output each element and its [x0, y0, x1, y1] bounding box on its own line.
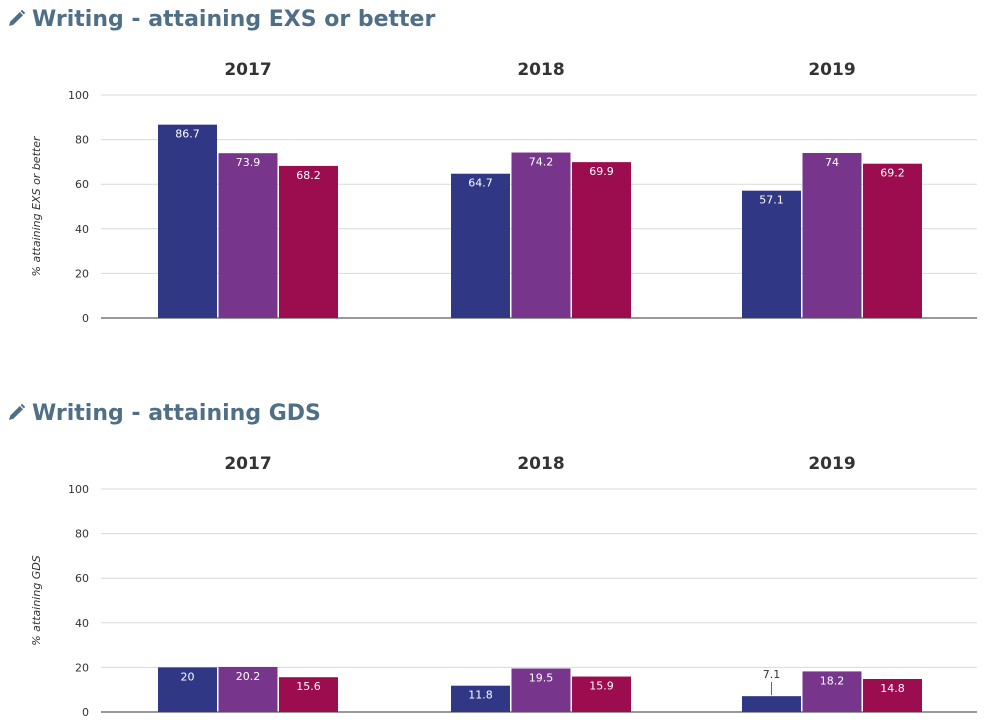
data-label: 7.1 [763, 668, 781, 681]
section-heading-exs: Writing - attaining EXS or better [6, 4, 435, 34]
category-title: 2018 [517, 60, 564, 80]
data-label: 15.6 [296, 680, 321, 693]
pencil-icon [9, 9, 26, 26]
bar [511, 668, 571, 712]
y-tick-label: 20 [75, 661, 89, 674]
category-title: 2017 [224, 60, 271, 80]
data-label: 73.9 [236, 156, 261, 169]
data-label: 20 [181, 670, 195, 683]
bar-chart-gds: 0 20 40 60 80 100 % attaining GDS 2017 20 20.2 15.… [30, 454, 977, 719]
data-label: 19.5 [529, 672, 554, 685]
category-title: 2019 [808, 60, 855, 80]
data-label: 18.2 [820, 674, 845, 687]
y-axis-label: % attaining GDS [30, 555, 43, 646]
bar-chart-exs: 0 20 40 60 80 100 % attaining EXS or better 201… [30, 60, 977, 325]
data-label: 11.8 [468, 689, 493, 702]
data-label: 57.1 [759, 194, 784, 207]
category-title: 2019 [808, 454, 855, 474]
y-tick-label: 60 [75, 572, 89, 585]
bar [451, 173, 510, 318]
bar [572, 162, 631, 318]
bar [802, 152, 862, 318]
bar [742, 696, 801, 712]
bar [863, 163, 922, 318]
bar [511, 152, 571, 318]
bar [158, 124, 217, 318]
data-label: 86.7 [175, 128, 200, 141]
bar [218, 153, 278, 318]
bar [279, 165, 338, 318]
y-tick-label: 20 [75, 267, 89, 280]
section-title-gds: Writing - attaining GDS [32, 400, 321, 426]
bar [742, 190, 801, 318]
data-label: 74 [825, 156, 839, 169]
section-title-exs: Writing - attaining EXS or better [32, 6, 436, 32]
data-label: 74.2 [529, 156, 554, 169]
y-tick-label: 40 [75, 617, 89, 630]
category-title: 2018 [517, 454, 564, 474]
chart-section-gds: Writing - attaining GDS 0 20 40 60 80 100 % at… [0, 394, 988, 728]
y-tick-label: 80 [75, 134, 89, 147]
chart-section-exs: Writing - attaining EXS or better 0 20 40 6… [6, 4, 977, 325]
pencil-icon [9, 403, 26, 420]
y-tick-label: 0 [82, 312, 89, 325]
data-label: 68.2 [296, 169, 321, 182]
y-tick-label: 80 [75, 528, 89, 541]
section-heading-gds: Writing - attaining GDS [6, 398, 321, 428]
data-label: 20.2 [236, 670, 261, 683]
data-label: 69.9 [589, 165, 614, 178]
data-label: 64.7 [468, 177, 493, 190]
bar [572, 676, 631, 712]
category-title: 2017 [224, 454, 271, 474]
data-label: 14.8 [880, 682, 905, 695]
bar [218, 666, 278, 712]
y-tick-label: 100 [68, 483, 89, 496]
y-tick-label: 60 [75, 178, 89, 191]
bar [279, 677, 338, 712]
y-tick-label: 40 [75, 223, 89, 236]
data-label: 15.9 [589, 680, 614, 693]
bar [802, 671, 862, 712]
y-axis-label: % attaining EXS or better [30, 135, 43, 276]
bar [863, 678, 922, 712]
bar [158, 667, 217, 712]
bar [451, 685, 510, 712]
data-label: 69.2 [880, 167, 905, 180]
y-tick-label: 0 [82, 706, 89, 719]
y-tick-label: 100 [68, 89, 89, 102]
